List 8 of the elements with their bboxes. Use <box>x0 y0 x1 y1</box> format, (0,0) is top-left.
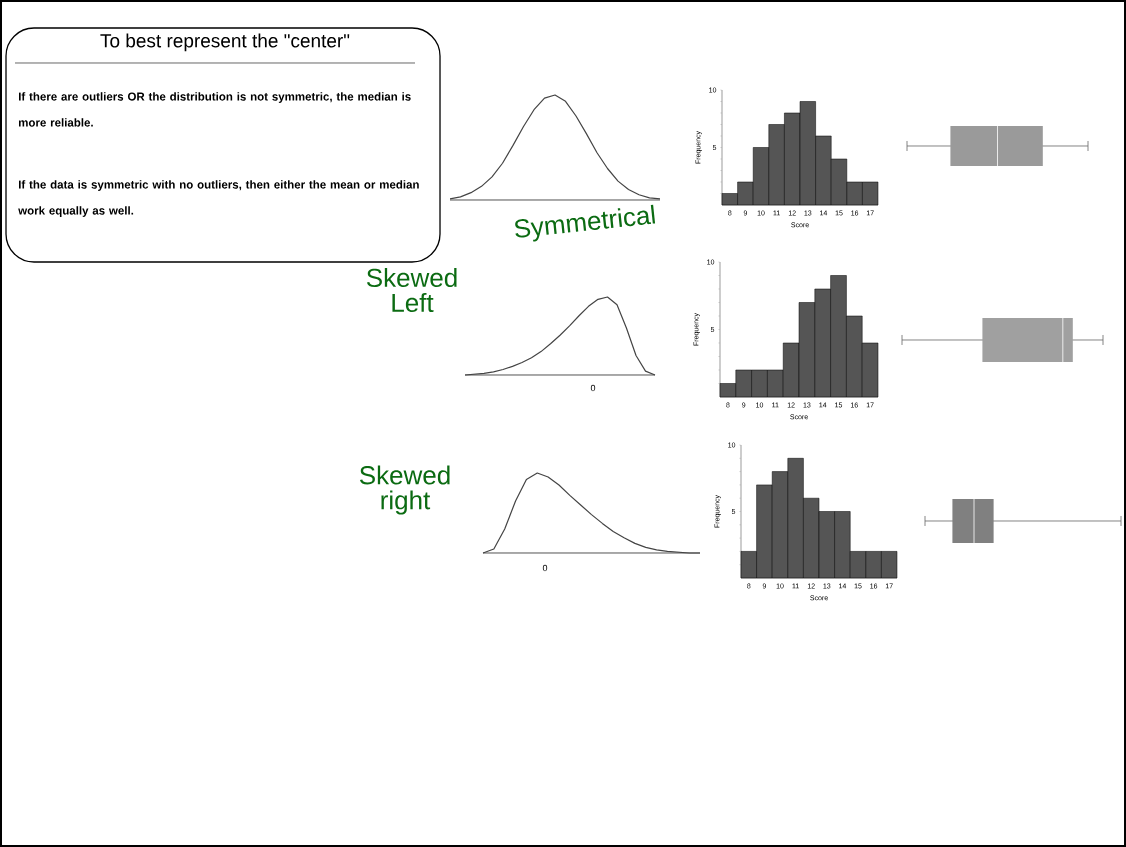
text: 0 <box>542 564 548 572</box>
text: Symmetrical <box>515 204 656 242</box>
text: If there are outliers OR the distribution is not symmetric, the median is more reliable. <box>18 92 411 127</box>
text: To best represent the "center" <box>100 33 350 52</box>
text: Skewed Left <box>366 267 457 313</box>
text: Skewed right <box>359 465 450 515</box>
text: 0 <box>590 384 596 392</box>
text: If the data is symmetric with no outliers, then either the mean or median work equally as well. <box>18 180 419 217</box>
